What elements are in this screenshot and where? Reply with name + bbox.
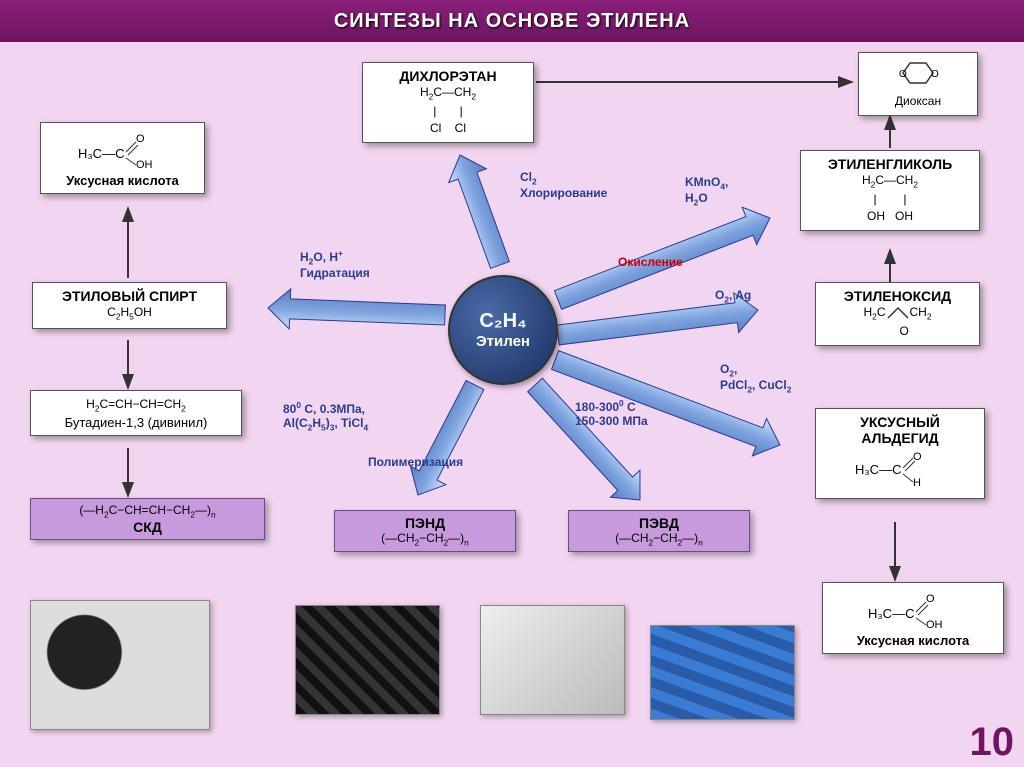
node-ethylene-oxide: ЭТИЛЕНОКСИД H2CCH2 O	[815, 282, 980, 346]
node-chem: (—CH2−CH2—)n	[343, 531, 507, 547]
node-caption: Бутадиен-1,3 (дивинил)	[39, 415, 233, 430]
node-butadiene: H2C=CH−CH=CH2 Бутадиен-1,3 (дивинил)	[30, 390, 242, 436]
node-chem: C2H5OH	[41, 304, 218, 323]
node-title: СКД	[39, 519, 256, 535]
node-title: ПЭНД	[343, 515, 507, 531]
svg-text:OH: OH	[926, 619, 943, 628]
node-title: ЭТИЛОВЫЙ СПИРТ	[41, 288, 218, 304]
reaction-label-chlorination: Cl2Хлорирование	[520, 170, 607, 200]
node-title: УКСУСНЫЙАЛЬДЕГИД	[824, 414, 976, 446]
node-chem: (—CH2−CH2—)n	[577, 531, 741, 547]
svg-text:O: O	[136, 133, 145, 145]
node-acetaldehyde: УКСУСНЫЙАЛЬДЕГИД H₃C—COH	[815, 408, 985, 499]
svg-text:H₃C—C: H₃C—C	[78, 146, 124, 161]
node-chem: H₃C—COH	[824, 446, 976, 493]
page-number: 10	[970, 720, 1015, 765]
svg-text:O: O	[899, 69, 907, 80]
reaction-label-oxidation: Окисление	[618, 255, 683, 269]
node-skd: (—H2C−CH=CH−CH2—)n СКД	[30, 498, 265, 540]
node-title: ДИХЛОРЭТАН	[371, 68, 525, 84]
node-caption: Уксусная кислота	[831, 633, 995, 648]
node-ethanol: ЭТИЛОВЫЙ СПИРТ C2H5OH	[32, 282, 227, 329]
node-chem: H2C—CH2| |OH OH	[809, 172, 971, 225]
reaction-label-hydration: H2O, H+Гидратация	[300, 248, 370, 280]
node-caption: Уксусная кислота	[49, 173, 196, 188]
node-acetic-acid-2: H₃C—C O OH Уксусная кислота	[822, 582, 1004, 654]
node-glycol: ЭТИЛЕНГЛИКОЛЬ H2C—CH2| |OH OH	[800, 150, 980, 231]
product-photo-film-roll	[480, 605, 625, 715]
node-chem: H₃C—C O OH	[49, 128, 196, 173]
node-pevd: ПЭВД (—CH2−CH2—)n	[568, 510, 750, 552]
node-title: ЭТИЛЕНОКСИД	[824, 288, 971, 304]
center-name: Этилен	[450, 333, 556, 350]
svg-text:O: O	[926, 593, 935, 605]
reaction-label-o2ag: O2, Ag	[715, 288, 751, 304]
reaction-label-polymerization: Полимеризация	[368, 455, 463, 469]
product-photo-black-pipes	[295, 605, 440, 715]
center-ethylene: C₂H₄ Этилен	[448, 275, 558, 385]
node-chem: OO Диоксан	[867, 58, 969, 110]
node-dichloroethane: ДИХЛОРЭТАН H2C—CH2| |Cl Cl	[362, 62, 534, 143]
center-formula: C₂H₄	[450, 310, 556, 333]
svg-text:O: O	[931, 69, 939, 80]
reaction-label-cond_left: 800 C, 0.3МПа,Al(C2H5)3, TiCl4	[283, 400, 368, 432]
node-chem: H₃C—C O OH	[831, 588, 995, 633]
svg-text:H: H	[913, 477, 921, 488]
node-chem: H2C=CH−CH=CH2	[39, 396, 233, 415]
node-chem: H2C—CH2| |Cl Cl	[371, 84, 525, 137]
page-title: СИНТЕЗЫ НА ОСНОВЕ ЭТИЛЕНА	[0, 0, 1024, 42]
node-chem: H2CCH2 O	[824, 304, 971, 340]
reaction-label-o2pd: O2,PdCl2, CuCl2	[720, 362, 791, 395]
node-chem: (—H2C−CH=CH−CH2—)n	[39, 503, 256, 519]
node-title: ПЭВД	[577, 515, 741, 531]
node-acetic-acid: H₃C—C O OH Уксусная кислота	[40, 122, 205, 194]
reaction-label-cond_right: 180-3000 C150-300 МПа	[575, 398, 648, 428]
node-pend: ПЭНД (—CH2−CH2—)n	[334, 510, 516, 552]
node-title: ЭТИЛЕНГЛИКОЛЬ	[809, 156, 971, 172]
svg-text:H₃C—C: H₃C—C	[868, 606, 914, 621]
reaction-label-kmno4: KMnO4,H2O	[685, 175, 728, 208]
svg-text:H₃C—C: H₃C—C	[855, 462, 901, 477]
node-dioxane: OO Диоксан	[858, 52, 978, 116]
product-photo-blue-tubes	[650, 625, 795, 720]
product-photo-tires	[30, 600, 210, 730]
svg-text:OH: OH	[136, 159, 153, 168]
